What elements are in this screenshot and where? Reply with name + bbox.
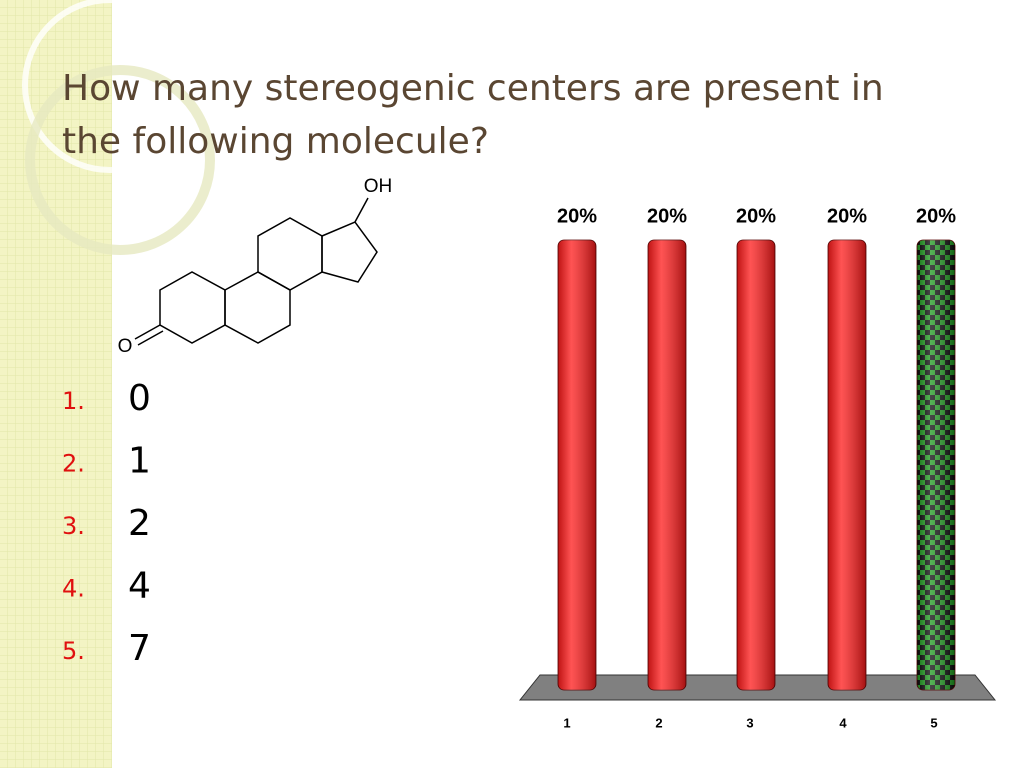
option-text: 4 (128, 566, 151, 607)
option-number: 5. (62, 637, 85, 665)
x-tick-label: 4 (839, 715, 847, 730)
option-text: 7 (128, 628, 151, 669)
option-text: 0 (128, 378, 151, 419)
bar (736, 239, 776, 691)
option-text: 1 (128, 441, 151, 482)
x-tick-label: 2 (655, 715, 662, 730)
option-number: 2. (62, 450, 85, 478)
side-strip (0, 0, 112, 768)
bar (557, 239, 597, 691)
bar (827, 239, 867, 691)
option-text: 2 (128, 503, 151, 544)
value-label: 20% (557, 205, 597, 227)
decor-arc (25, 65, 215, 255)
option-number: 1. (62, 387, 85, 415)
value-label: 20% (736, 205, 776, 227)
decor-arc (22, 0, 198, 173)
bar (647, 239, 687, 691)
bar (916, 239, 956, 691)
molecule-label: O (118, 336, 133, 357)
molecule-label: OH (364, 176, 393, 197)
value-label: 20% (647, 205, 687, 227)
x-tick-label: 1 (563, 715, 570, 730)
value-label: 20% (916, 205, 956, 227)
x-tick-label: 3 (746, 715, 753, 730)
option-number: 3. (62, 512, 85, 540)
molecule (134, 197, 378, 346)
option-number: 4. (62, 575, 85, 603)
x-tick-label: 5 (930, 715, 937, 730)
value-label: 20% (827, 205, 867, 227)
title: How many stereogenic centers are present… (62, 68, 884, 162)
